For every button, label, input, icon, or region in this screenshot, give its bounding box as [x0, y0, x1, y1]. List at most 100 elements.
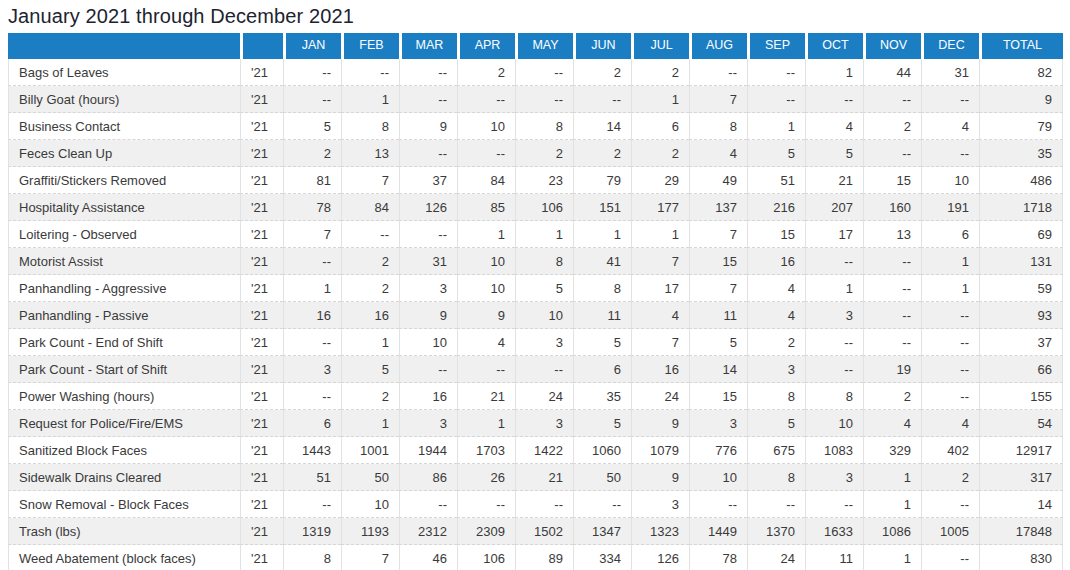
value-cell: 5: [747, 410, 805, 437]
value-cell: --: [747, 86, 805, 113]
year-cell: '21: [240, 221, 283, 248]
value-cell: 10: [457, 113, 515, 140]
value-cell: --: [573, 491, 631, 518]
value-cell: 5: [747, 140, 805, 167]
value-cell: 17: [631, 275, 689, 302]
value-cell: --: [921, 329, 979, 356]
column-header-blank: [240, 33, 283, 59]
total-cell: 830: [979, 545, 1063, 570]
value-cell: 9: [399, 113, 457, 140]
value-cell: 1: [921, 248, 979, 275]
value-cell: 51: [747, 167, 805, 194]
value-cell: 1079: [631, 437, 689, 464]
value-cell: 3: [283, 356, 341, 383]
value-cell: 1: [631, 221, 689, 248]
value-cell: 11: [689, 302, 747, 329]
total-cell: 93: [979, 302, 1063, 329]
value-cell: 15: [689, 248, 747, 275]
value-cell: 2: [341, 275, 399, 302]
value-cell: 10: [457, 248, 515, 275]
value-cell: 1001: [341, 437, 399, 464]
value-cell: 3: [631, 491, 689, 518]
value-cell: 7: [689, 86, 747, 113]
value-cell: 7: [631, 329, 689, 356]
value-cell: 14: [573, 113, 631, 140]
column-header-jan: JAN: [283, 33, 341, 59]
value-cell: 2: [515, 140, 573, 167]
column-header-sep: SEP: [747, 33, 805, 59]
value-cell: 2: [863, 383, 921, 410]
table-row: Feces Clean Up'21213----222455----35: [8, 140, 1063, 167]
value-cell: 16: [631, 356, 689, 383]
table-row: Weed Abatement (block faces)'21874610689…: [8, 545, 1063, 570]
value-cell: 10: [457, 275, 515, 302]
value-cell: --: [283, 491, 341, 518]
value-cell: 51: [283, 464, 341, 491]
total-cell: 486: [979, 167, 1063, 194]
table-row: Panhandling - Aggressive'21123105817741-…: [8, 275, 1063, 302]
value-cell: --: [921, 140, 979, 167]
row-label: Snow Removal - Block Faces: [8, 491, 240, 518]
value-cell: 6: [573, 356, 631, 383]
value-cell: 160: [863, 194, 921, 221]
value-cell: 137: [689, 194, 747, 221]
column-header-mar: MAR: [399, 33, 457, 59]
value-cell: 24: [631, 383, 689, 410]
value-cell: 7: [689, 221, 747, 248]
value-cell: 1319: [283, 518, 341, 545]
table-row: Billy Goat (hours)'21--1--------17------…: [8, 86, 1063, 113]
value-cell: --: [689, 59, 747, 86]
value-cell: 13: [863, 221, 921, 248]
value-cell: --: [805, 491, 863, 518]
value-cell: --: [863, 140, 921, 167]
value-cell: 15: [747, 221, 805, 248]
total-cell: 12917: [979, 437, 1063, 464]
value-cell: 8: [283, 545, 341, 570]
value-cell: 16: [341, 302, 399, 329]
column-header-feb: FEB: [341, 33, 399, 59]
value-cell: 2: [283, 140, 341, 167]
column-header-dec: DEC: [921, 33, 979, 59]
value-cell: 5: [341, 356, 399, 383]
row-label: Request for Police/Fire/EMS: [8, 410, 240, 437]
value-cell: 1: [863, 491, 921, 518]
value-cell: 15: [863, 167, 921, 194]
value-cell: 24: [515, 383, 573, 410]
value-cell: 3: [689, 410, 747, 437]
value-cell: 31: [921, 59, 979, 86]
header-row: JANFEBMARAPRMAYJUNJULAUGSEPOCTNOVDECTOTA…: [8, 33, 1063, 59]
year-cell: '21: [240, 302, 283, 329]
value-cell: 1: [805, 275, 863, 302]
value-cell: --: [805, 356, 863, 383]
total-cell: 66: [979, 356, 1063, 383]
column-header-total: TOTAL: [979, 33, 1063, 59]
value-cell: 2312: [399, 518, 457, 545]
value-cell: 6: [631, 113, 689, 140]
value-cell: --: [457, 140, 515, 167]
value-cell: 2: [863, 113, 921, 140]
value-cell: 1449: [689, 518, 747, 545]
value-cell: 84: [341, 194, 399, 221]
value-cell: 7: [341, 167, 399, 194]
value-cell: 106: [515, 194, 573, 221]
value-cell: 191: [921, 194, 979, 221]
row-label: Park Count - Start of Shift: [8, 356, 240, 383]
value-cell: 10: [921, 167, 979, 194]
value-cell: --: [283, 248, 341, 275]
column-header-jul: JUL: [631, 33, 689, 59]
value-cell: 1005: [921, 518, 979, 545]
value-cell: 1347: [573, 518, 631, 545]
value-cell: 6: [283, 410, 341, 437]
year-cell: '21: [240, 194, 283, 221]
value-cell: 1: [341, 329, 399, 356]
value-cell: 37: [399, 167, 457, 194]
year-cell: '21: [240, 275, 283, 302]
value-cell: 10: [689, 464, 747, 491]
value-cell: --: [805, 329, 863, 356]
value-cell: 1: [457, 221, 515, 248]
value-cell: 1: [863, 464, 921, 491]
value-cell: 9: [399, 302, 457, 329]
row-label: Sidewalk Drains Cleared: [8, 464, 240, 491]
value-cell: 1703: [457, 437, 515, 464]
column-header-apr: APR: [457, 33, 515, 59]
